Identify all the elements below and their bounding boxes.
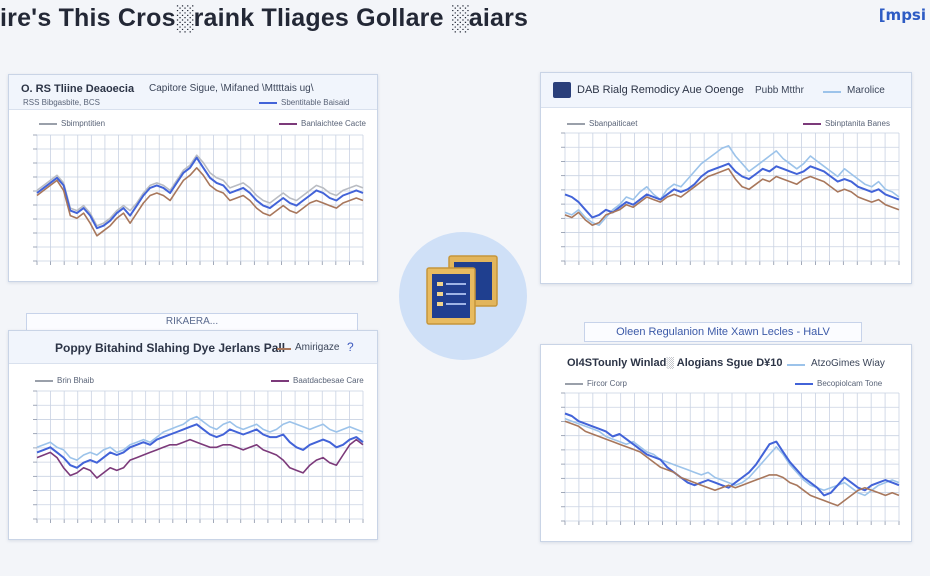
panel-1-line-chart [33, 134, 364, 265]
panel-3-title: Poppy Bitahind Slahing Dye Jerlans Pall [55, 341, 286, 355]
panel-1-legend-swatch-right [279, 123, 297, 125]
series-line-2 [564, 162, 900, 219]
panel-4-legend-swatch-left [565, 383, 583, 385]
panel-3-caption: RIKAERA... [26, 313, 358, 331]
series-line-3 [564, 420, 900, 507]
panel-2-title: DAB Rialg Remodicy Aue Ooenge [577, 84, 744, 96]
panel-2-title-far-right: Marolice [847, 85, 885, 96]
panel-2-title-right: Pubb Mtthr [755, 85, 804, 96]
chart-panel-1: O. RS Tliine Deaoecia Capitore Sigue, \M… [8, 74, 378, 282]
panel-1-subtitle: RSS Bibgasbite, BCS [23, 98, 100, 107]
panel-3-line-chart [33, 390, 364, 523]
panel-1-title-right: Capitore Sigue, \Mifaned \Mttttais ug\ [149, 83, 314, 94]
brand-logo[interactable]: [mpsi [878, 6, 926, 24]
chart-panel-2: DAB Rialg Remodicy Aue Ooenge Pubb Mtthr… [540, 72, 912, 284]
panel-4-title: OI4STounly Winlad░ Alogians Sgue D¥10 [567, 357, 783, 369]
panel-1-title: O. RS Tliine Deaoecia [21, 83, 135, 95]
panel-2-logo-icon [553, 82, 571, 98]
panel-4-caption: Oleen Regulanion Mite Xawn Lecles - HaLV [584, 322, 862, 342]
panel-4-line-chart [561, 392, 900, 525]
panel-2-legend-left: Sbanpaiticaet [589, 119, 638, 128]
panel-4-legend-right: Becopiolcam Tone [817, 379, 883, 388]
series-line-2 [36, 156, 364, 230]
series-line-2 [564, 412, 900, 497]
panel-4-legend-swatch-right [795, 383, 813, 385]
panel-1-legend-top: Sbentitable Baisaid [281, 98, 350, 107]
panel-3-legend-swatch-left [35, 380, 53, 382]
panel-3-header [9, 331, 377, 364]
panel-3-legend-right: Baatdacbesae Care [293, 376, 364, 385]
panel-2-legend-swatch-right [803, 123, 821, 125]
panel-1-header [9, 75, 377, 110]
series-line-1 [36, 154, 364, 227]
panel-2-line-chart [561, 132, 900, 265]
documents-icon [426, 255, 498, 325]
help-icon[interactable]: ? [347, 340, 354, 354]
panel-4-title-right: AtzoGimes Wiay [811, 358, 885, 369]
panel-4-legend-left: Fircor Corp [587, 379, 628, 388]
series-line-3 [564, 167, 900, 226]
center-badge[interactable] [399, 232, 527, 360]
panel-1-legend-swatch-left [39, 123, 57, 125]
page-title: ire's This Cros░raink Tliages Gollare ░a… [0, 4, 529, 32]
panel-1-legend-left: Sbimpntitien [61, 119, 106, 128]
panel-2-legend-right: Sbinptanita Banes [825, 119, 890, 128]
panel-1-legend-swatch-top [259, 102, 277, 104]
series-line-1 [36, 415, 364, 461]
series-line-3 [36, 166, 364, 237]
panel-1-legend-right: Banlaichtee Cacte [301, 119, 366, 128]
panel-2-legend-swatch-left [567, 123, 585, 125]
chart-panel-4: OI4STounly Winlad░ Alogians Sgue D¥10 At… [540, 344, 912, 542]
series-line-3 [36, 438, 364, 479]
series-line-1 [564, 145, 900, 226]
panel-3-legend-left: Brin Bhaib [57, 376, 94, 385]
series-line-2 [36, 423, 364, 469]
panel-4-legend-swatch-top [787, 364, 805, 366]
panel-3-legend-swatch-right [271, 380, 289, 382]
panel-2-header [541, 73, 911, 108]
panel-3-legend-swatch-top [277, 348, 291, 350]
panel-2-legend-swatch-top [823, 91, 841, 93]
chart-panel-3: Poppy Bitahind Slahing Dye Jerlans Pall … [8, 330, 378, 540]
panel-3-title-right: Amirigaze [295, 342, 340, 353]
